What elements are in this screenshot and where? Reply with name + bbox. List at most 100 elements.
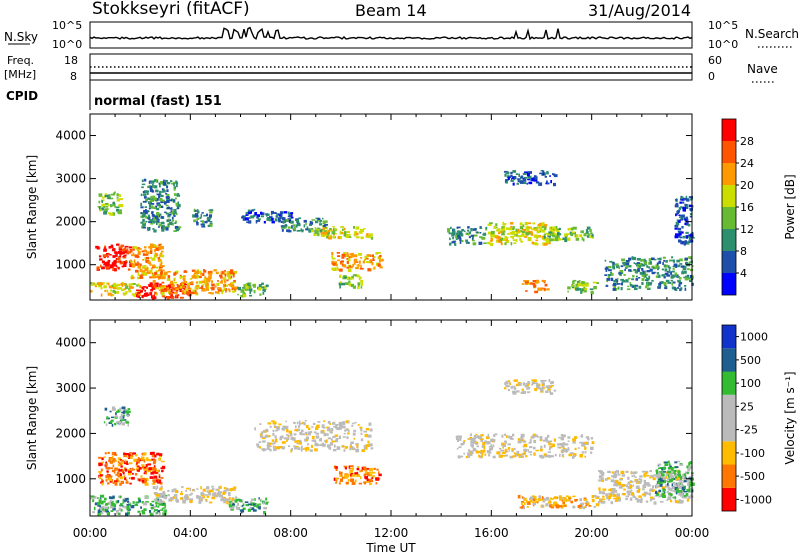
range-cell — [546, 180, 548, 183]
range-cell — [531, 241, 534, 245]
range-cell — [528, 171, 532, 174]
range-cell — [92, 511, 95, 514]
range-cell — [184, 495, 188, 499]
range-cell — [578, 504, 582, 508]
range-cell — [518, 383, 522, 386]
range-cell — [329, 228, 332, 230]
range-cell — [552, 227, 557, 230]
range-cell — [602, 495, 605, 498]
range-cell — [261, 286, 265, 289]
range-cell — [152, 470, 156, 474]
range-cell — [363, 481, 367, 484]
range-cell — [158, 479, 162, 483]
range-cell — [369, 482, 372, 486]
range-cell — [502, 444, 507, 447]
range-cell — [185, 288, 187, 292]
range-cell — [328, 446, 331, 450]
range-cell — [175, 228, 179, 232]
range-cell — [357, 424, 360, 426]
range-cell — [367, 268, 371, 272]
range-cell — [100, 512, 104, 515]
range-cell — [689, 461, 692, 464]
range-cell — [572, 226, 575, 230]
range-cell — [129, 285, 133, 289]
range-cell — [362, 260, 366, 264]
range-cell — [658, 477, 661, 481]
range-cell — [145, 210, 149, 213]
range-cell — [271, 420, 275, 422]
range-cell — [296, 222, 300, 225]
range-cell — [95, 245, 99, 249]
range-cell — [104, 193, 107, 196]
range-cell — [321, 228, 324, 232]
range-cell — [256, 216, 259, 219]
range-cell — [625, 265, 629, 268]
range-cell — [545, 240, 550, 244]
range-cell — [511, 231, 516, 235]
range-cell — [362, 466, 367, 469]
range-cell — [675, 222, 678, 226]
range-cell — [559, 498, 562, 501]
range-cell — [225, 290, 227, 293]
range-cell — [104, 245, 106, 248]
range-cell — [294, 440, 299, 443]
range-cell — [170, 210, 173, 214]
range-cell — [681, 201, 685, 204]
range-cell — [326, 229, 329, 232]
range-cell — [344, 231, 347, 235]
range-cell — [675, 476, 679, 480]
range-cell — [534, 382, 538, 384]
range-cell — [665, 461, 669, 464]
range-cell — [132, 246, 135, 250]
range-cell — [636, 275, 638, 278]
range-cell — [527, 238, 532, 242]
range-cell — [149, 243, 154, 247]
range-cell — [635, 480, 639, 483]
range-cell — [490, 238, 494, 241]
range-cell — [154, 252, 158, 255]
range-cell — [307, 447, 310, 451]
range-cell — [137, 292, 140, 294]
range-cell — [689, 279, 692, 283]
y-tick-label: 4000 — [55, 336, 86, 350]
range-cell — [158, 495, 163, 498]
range-cell — [332, 267, 336, 271]
range-cell — [646, 277, 650, 281]
range-cell — [558, 238, 561, 241]
range-cell — [142, 270, 146, 273]
range-cell — [125, 481, 129, 484]
range-cell — [617, 287, 620, 290]
range-cell — [173, 494, 178, 497]
range-cell — [106, 512, 110, 516]
range-cell — [572, 280, 575, 285]
range-cell — [118, 247, 122, 251]
range-cell — [678, 277, 682, 280]
range-cell — [152, 461, 156, 465]
range-cell — [542, 383, 545, 387]
range-cell — [126, 503, 130, 506]
range-cell — [305, 223, 307, 226]
range-cell — [219, 274, 223, 277]
range-cell — [669, 487, 671, 491]
range-cell — [322, 227, 326, 231]
range-cell — [602, 500, 606, 504]
range-cell — [204, 494, 208, 496]
range-cell — [614, 480, 619, 483]
range-cell — [148, 180, 151, 185]
range-cell — [147, 214, 150, 218]
range-cell — [365, 428, 370, 431]
range-cell — [139, 263, 142, 267]
range-cell — [206, 495, 210, 498]
range-cell — [122, 471, 125, 475]
range-cell — [344, 429, 346, 432]
colorbar-swatch — [722, 251, 736, 273]
range-cell — [316, 443, 319, 445]
range-cell — [680, 231, 684, 234]
range-cell — [157, 505, 160, 508]
range-cell — [577, 505, 580, 508]
range-cell — [218, 287, 222, 290]
range-cell — [342, 425, 346, 429]
range-cell — [326, 230, 331, 235]
range-cell — [305, 446, 310, 449]
range-cell — [222, 271, 224, 275]
